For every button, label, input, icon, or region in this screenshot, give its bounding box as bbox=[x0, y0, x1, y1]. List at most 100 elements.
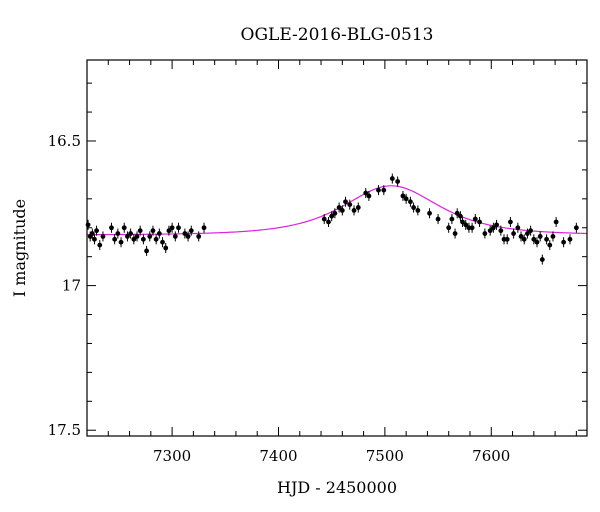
data-point bbox=[125, 234, 130, 239]
data-point bbox=[452, 231, 458, 236]
data-point bbox=[411, 205, 416, 210]
data-point bbox=[92, 236, 97, 242]
data-point bbox=[490, 225, 496, 231]
data-point bbox=[381, 187, 387, 193]
data-point bbox=[518, 234, 524, 239]
data-point bbox=[150, 228, 156, 234]
data-point bbox=[454, 210, 460, 216]
data-point bbox=[449, 216, 455, 222]
data-point bbox=[332, 210, 338, 216]
data-point bbox=[182, 231, 188, 236]
data-point bbox=[196, 234, 202, 239]
data-point bbox=[477, 219, 482, 225]
data-point bbox=[166, 228, 172, 234]
data-point bbox=[321, 216, 327, 222]
data-point bbox=[366, 193, 372, 199]
data-point bbox=[128, 231, 134, 236]
x-tick-label: 7300 bbox=[153, 447, 191, 465]
data-point bbox=[100, 234, 106, 239]
data-point bbox=[504, 236, 510, 242]
data-point bbox=[547, 242, 553, 248]
data-point bbox=[97, 242, 103, 248]
data-point bbox=[160, 239, 165, 245]
data-point bbox=[376, 187, 381, 193]
data-point bbox=[435, 216, 441, 222]
data-point bbox=[140, 236, 146, 242]
data-point bbox=[521, 236, 527, 242]
data-point bbox=[525, 231, 530, 236]
data-point bbox=[539, 257, 545, 262]
data-point bbox=[336, 205, 342, 210]
data-point bbox=[508, 219, 513, 225]
data-point bbox=[109, 225, 114, 231]
data-point bbox=[415, 208, 421, 213]
data-point bbox=[188, 228, 194, 234]
data-point bbox=[172, 234, 178, 239]
axis-ticks bbox=[86, 60, 587, 436]
data-point bbox=[469, 225, 475, 231]
x-tick-label: 7500 bbox=[366, 447, 404, 465]
data-point bbox=[185, 234, 191, 239]
data-point bbox=[131, 236, 137, 242]
data-point bbox=[176, 225, 181, 231]
plot-frame bbox=[86, 59, 588, 437]
data-point bbox=[460, 219, 465, 225]
data-point bbox=[115, 231, 121, 236]
data-point bbox=[537, 234, 543, 239]
data-point bbox=[498, 228, 504, 234]
data-point bbox=[147, 234, 153, 239]
axis-tick-labels: 7300 7400 7500 7600 16.5 17 17.5 bbox=[48, 132, 511, 465]
data-point bbox=[85, 222, 91, 228]
data-point bbox=[94, 228, 99, 234]
data-point bbox=[326, 219, 331, 225]
data-point bbox=[355, 205, 361, 210]
data-point bbox=[153, 236, 159, 242]
data-points-layer bbox=[85, 173, 579, 265]
data-point bbox=[515, 225, 521, 231]
data-point bbox=[343, 199, 348, 205]
y-axis-label: I magnitude bbox=[10, 199, 29, 297]
model-curve bbox=[87, 185, 588, 236]
data-point bbox=[121, 225, 127, 231]
data-point bbox=[347, 202, 353, 208]
data-point bbox=[528, 228, 534, 234]
data-point bbox=[550, 234, 556, 239]
data-point bbox=[553, 219, 559, 225]
data-point bbox=[427, 210, 432, 216]
data-point bbox=[89, 231, 95, 236]
data-point bbox=[351, 208, 357, 213]
x-tick-label: 7400 bbox=[259, 447, 297, 465]
data-point bbox=[472, 216, 478, 222]
data-point bbox=[408, 199, 413, 205]
data-point bbox=[544, 236, 549, 242]
data-point bbox=[395, 179, 401, 184]
data-point bbox=[567, 236, 573, 242]
data-point bbox=[112, 236, 118, 242]
data-point bbox=[118, 239, 124, 245]
model-curve-layer bbox=[87, 185, 588, 236]
data-point bbox=[561, 239, 566, 245]
data-point bbox=[389, 176, 395, 181]
x-tick-label: 7600 bbox=[472, 447, 510, 465]
data-point bbox=[201, 225, 207, 231]
data-point bbox=[531, 236, 537, 242]
data-point bbox=[446, 225, 452, 231]
data-point bbox=[134, 234, 140, 239]
data-point bbox=[482, 231, 488, 236]
data-point bbox=[169, 225, 175, 231]
data-point bbox=[487, 228, 493, 234]
chart-title: OGLE-2016-BLG-0513 bbox=[241, 25, 434, 45]
data-point bbox=[573, 225, 579, 231]
data-point bbox=[534, 239, 540, 245]
data-point bbox=[339, 208, 345, 213]
y-tick-label: 17 bbox=[62, 277, 81, 295]
y-tick-label: 16.5 bbox=[48, 132, 81, 150]
data-point bbox=[463, 222, 469, 228]
data-point bbox=[403, 196, 409, 202]
data-point bbox=[156, 231, 162, 236]
data-point bbox=[400, 193, 406, 199]
data-point bbox=[494, 222, 499, 228]
data-point bbox=[511, 231, 516, 236]
data-point bbox=[329, 213, 335, 219]
